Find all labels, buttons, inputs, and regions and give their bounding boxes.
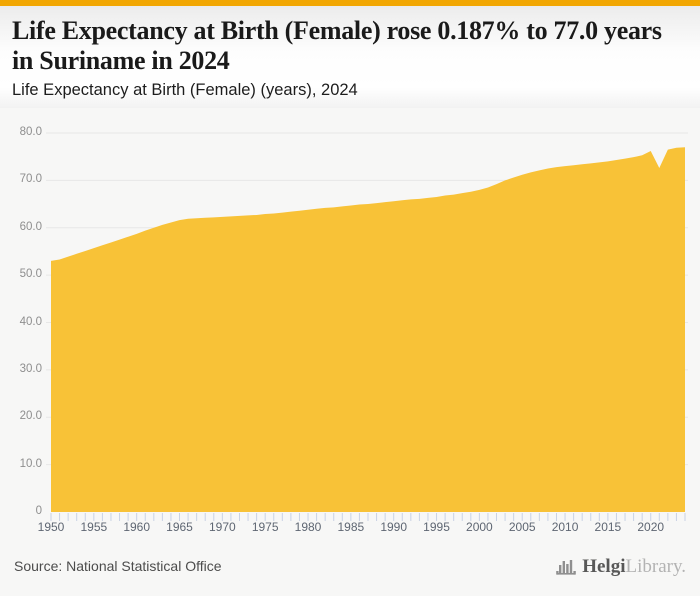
page-title: Life Expectancy at Birth (Female) rose 0…	[12, 16, 662, 75]
header: Life Expectancy at Birth (Female) rose 0…	[0, 6, 700, 108]
logo-text: HelgiLibrary.	[582, 557, 686, 576]
y-axis-label: 20.0	[19, 410, 42, 423]
x-axis-label: 2005	[508, 520, 536, 534]
page-subtitle: Life Expectancy at Birth (Female) (years…	[12, 81, 358, 100]
chart-plot	[46, 132, 688, 521]
y-axis-label: 50.0	[19, 268, 42, 281]
y-axis-label: 10.0	[19, 457, 42, 470]
y-axis-label: 60.0	[19, 220, 42, 233]
x-axis-label: 2020	[637, 520, 665, 534]
accent-top-bar	[0, 0, 700, 6]
y-axis-label: 30.0	[19, 362, 42, 375]
x-axis-label: 1950	[37, 520, 65, 534]
x-axis-label: 1985	[337, 520, 365, 534]
helgi-bars-icon	[556, 557, 578, 576]
area-series	[51, 147, 685, 512]
x-axis-label: 1970	[208, 520, 236, 534]
source-text: Source: National Statistical Office	[14, 558, 222, 574]
logo-text-secondary: Library.	[625, 555, 687, 577]
x-axis-label: 2015	[594, 520, 622, 534]
x-axis-label: 1960	[123, 520, 151, 534]
y-axis-label: 0	[35, 505, 42, 517]
x-axis-label: 1975	[251, 520, 279, 534]
x-axis-label: 1955	[80, 520, 108, 534]
footer: Source: National Statistical Office Helg…	[0, 536, 700, 596]
helgi-library-logo: HelgiLibrary.	[556, 557, 686, 576]
x-axis-label: 1990	[380, 520, 408, 534]
y-axis-label: 40.0	[19, 315, 42, 328]
y-axis-label: 70.0	[19, 173, 42, 186]
x-axis-label: 1995	[423, 520, 450, 534]
y-axis-label: 80.0	[19, 126, 42, 138]
x-axis-label: 1965	[166, 520, 193, 534]
x-axis-label: 1980	[294, 520, 322, 534]
area-chart: 80.0 70.0 60.0 50.0 40.0 30.0 20.0 10.0 0 1950 195…	[0, 108, 700, 536]
x-axis-label: 2010	[551, 520, 579, 534]
logo-text-primary: Helgi	[582, 555, 626, 577]
x-axis-label: 2000	[466, 520, 493, 534]
